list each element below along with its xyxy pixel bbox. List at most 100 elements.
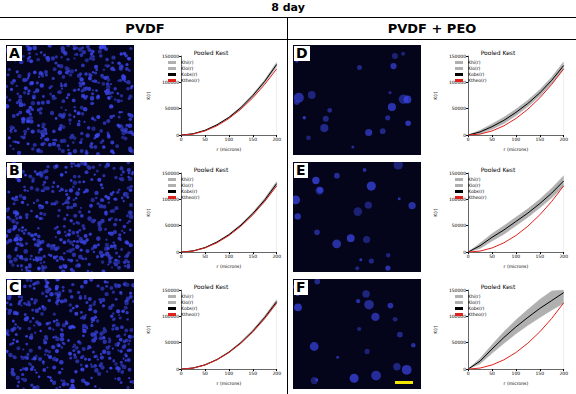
svg-text:100: 100	[512, 137, 521, 142]
svg-text:Ktheo(r): Ktheo(r)	[468, 312, 487, 317]
svg-text:150000: 150000	[449, 288, 466, 293]
svg-text:50: 50	[202, 137, 208, 142]
svg-text:100000: 100000	[449, 197, 466, 202]
svg-text:150000: 150000	[162, 54, 179, 59]
svg-text:r (microns): r (microns)	[504, 381, 529, 386]
svg-text:0: 0	[180, 254, 183, 259]
svg-text:100000: 100000	[162, 80, 179, 85]
svg-text:150: 150	[249, 137, 258, 142]
svg-text:150000: 150000	[449, 171, 466, 176]
svg-text:K̂lo(r): K̂lo(r)	[181, 299, 194, 305]
html-text:F: F	[296, 279, 306, 295]
svg-text:0: 0	[467, 371, 470, 376]
html-text:D: D	[296, 45, 308, 61]
svg-text:Pooled Kest: Pooled Kest	[194, 166, 229, 173]
svg-text:K̂obs(r): K̂obs(r)	[181, 305, 198, 311]
svg-text:100: 100	[225, 254, 234, 259]
svg-text:100000: 100000	[162, 314, 179, 319]
svg-text:100: 100	[512, 254, 521, 259]
svg-text:50000: 50000	[452, 340, 466, 345]
svg-text:200: 200	[272, 371, 281, 376]
html-text:C: C	[9, 279, 20, 295]
svg-text:Pooled Kest: Pooled Kest	[194, 283, 229, 290]
html-text:PVDF + PEO: PVDF + PEO	[387, 21, 477, 36]
html-text:E: E	[296, 162, 306, 178]
svg-text:K̂hi(r): K̂hi(r)	[181, 176, 194, 182]
html-text:A: A	[9, 45, 20, 61]
svg-text:K̂hi(r): K̂hi(r)	[181, 293, 194, 299]
svg-text:Pooled Kest: Pooled Kest	[481, 49, 516, 56]
svg-text:150: 150	[249, 254, 258, 259]
svg-text:r (microns): r (microns)	[217, 264, 242, 269]
svg-text:K(r): K(r)	[433, 325, 438, 334]
html-text:8 day: 8 day	[271, 1, 305, 14]
svg-text:Pooled Kest: Pooled Kest	[481, 166, 516, 173]
svg-text:200: 200	[559, 371, 568, 376]
svg-text:K̂hi(r): K̂hi(r)	[468, 59, 481, 65]
svg-text:r (microns): r (microns)	[217, 381, 242, 386]
svg-text:150: 150	[536, 137, 545, 142]
svg-text:Ktheo(r): Ktheo(r)	[468, 78, 487, 83]
svg-text:0: 0	[467, 137, 470, 142]
svg-text:r (microns): r (microns)	[504, 264, 529, 269]
svg-text:0: 0	[180, 371, 183, 376]
svg-text:100: 100	[225, 137, 234, 142]
svg-text:K̂obs(r): K̂obs(r)	[181, 71, 198, 77]
svg-text:50: 50	[202, 371, 208, 376]
svg-text:Pooled Kest: Pooled Kest	[194, 49, 229, 56]
svg-text:K̂lo(r): K̂lo(r)	[468, 182, 481, 188]
svg-text:Ktheo(r): Ktheo(r)	[181, 312, 200, 317]
svg-text:K̂lo(r): K̂lo(r)	[468, 299, 481, 305]
svg-text:150000: 150000	[449, 54, 466, 59]
svg-text:100000: 100000	[162, 197, 179, 202]
svg-text:50000: 50000	[452, 106, 466, 111]
svg-text:150000: 150000	[162, 288, 179, 293]
svg-text:150: 150	[536, 254, 545, 259]
svg-text:100: 100	[225, 371, 234, 376]
svg-text:Pooled Kest: Pooled Kest	[481, 283, 516, 290]
svg-text:50000: 50000	[165, 340, 179, 345]
svg-text:Ktheo(r): Ktheo(r)	[181, 78, 200, 83]
svg-text:200: 200	[559, 137, 568, 142]
svg-text:K̂lo(r): K̂lo(r)	[468, 65, 481, 71]
svg-text:100: 100	[512, 371, 521, 376]
svg-text:K̂hi(r): K̂hi(r)	[468, 176, 481, 182]
svg-text:150: 150	[249, 371, 258, 376]
svg-text:200: 200	[272, 254, 281, 259]
svg-text:K(r): K(r)	[146, 91, 151, 100]
svg-text:100000: 100000	[449, 80, 466, 85]
svg-text:100000: 100000	[449, 314, 466, 319]
svg-text:50: 50	[489, 137, 495, 142]
svg-text:K̂obs(r): K̂obs(r)	[468, 188, 485, 194]
svg-text:K(r): K(r)	[146, 325, 151, 334]
svg-text:50000: 50000	[452, 223, 466, 228]
svg-text:50: 50	[202, 254, 208, 259]
svg-text:K̂obs(r): K̂obs(r)	[181, 188, 198, 194]
svg-text:Ktheo(r): Ktheo(r)	[468, 195, 487, 200]
svg-text:200: 200	[272, 137, 281, 142]
svg-text:r (microns): r (microns)	[504, 147, 529, 152]
svg-text:K(r): K(r)	[146, 208, 151, 217]
svg-text:200: 200	[559, 254, 568, 259]
svg-text:K̂lo(r): K̂lo(r)	[181, 65, 194, 71]
svg-text:K̂lo(r): K̂lo(r)	[181, 182, 194, 188]
svg-text:0: 0	[180, 137, 183, 142]
html-text:PVDF: PVDF	[125, 21, 165, 36]
html-text:B: B	[9, 162, 20, 178]
svg-text:0: 0	[467, 254, 470, 259]
svg-text:K̂hi(r): K̂hi(r)	[468, 293, 481, 299]
svg-text:50: 50	[489, 371, 495, 376]
svg-text:0: 0	[176, 132, 180, 138]
svg-text:K̂hi(r): K̂hi(r)	[181, 59, 194, 65]
svg-text:K(r): K(r)	[433, 91, 438, 100]
svg-text:K(r): K(r)	[433, 208, 438, 217]
svg-text:K̂obs(r): K̂obs(r)	[468, 71, 485, 77]
svg-text:50000: 50000	[165, 106, 179, 111]
svg-text:150000: 150000	[162, 171, 179, 176]
svg-text:Ktheo(r): Ktheo(r)	[181, 195, 200, 200]
svg-text:150: 150	[536, 371, 545, 376]
svg-text:50000: 50000	[165, 223, 179, 228]
svg-text:50: 50	[489, 254, 495, 259]
svg-text:r (microns): r (microns)	[217, 147, 242, 152]
svg-text:K̂obs(r): K̂obs(r)	[468, 305, 485, 311]
